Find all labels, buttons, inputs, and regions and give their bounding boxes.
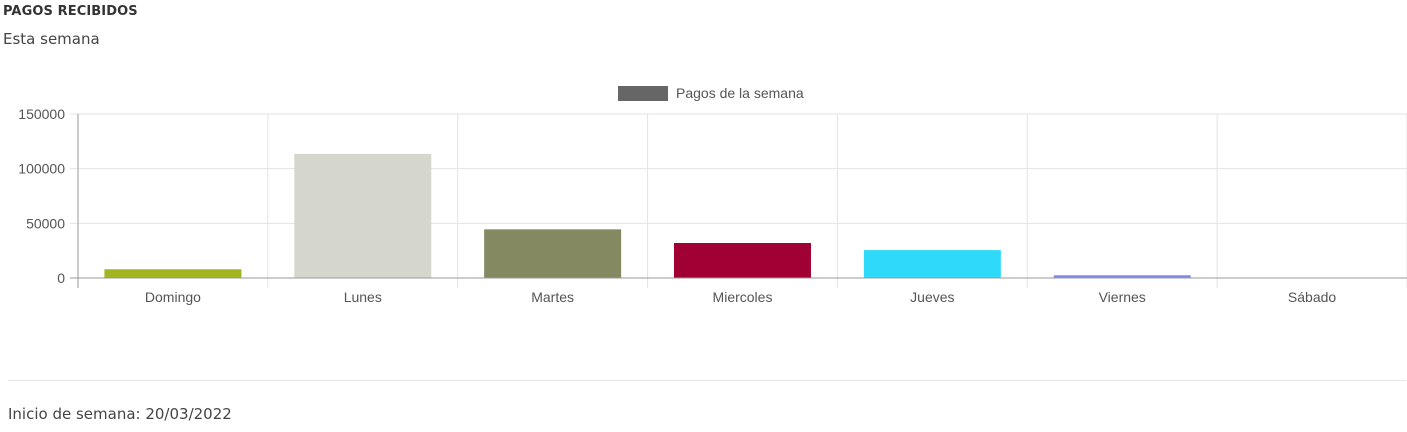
chart-bars	[104, 153, 1191, 278]
x-tick-label: Lunes	[344, 289, 382, 305]
bar-jueves[interactable]	[863, 250, 1001, 278]
x-tick-label: Jueves	[910, 289, 954, 305]
x-tick-label: Sábado	[1288, 289, 1336, 305]
y-tick-label: 100000	[18, 161, 65, 177]
bar-viernes[interactable]	[1053, 275, 1191, 278]
legend-label: Pagos de la semana	[676, 85, 804, 101]
chart-legend[interactable]: Pagos de la semana	[618, 85, 804, 101]
y-tick-label: 0	[57, 270, 65, 286]
y-tick-label: 50000	[26, 215, 65, 231]
bar-martes[interactable]	[484, 229, 622, 278]
bar-domingo[interactable]	[104, 269, 242, 278]
payments-bar-chart: 0 50000 100000 150000 Domingo Lunes Martes Mier…	[18, 85, 1407, 305]
chart-grid	[70, 113, 1407, 288]
footer-divider	[8, 380, 1406, 381]
x-tick-label: Miercoles	[713, 289, 773, 305]
x-tick-label: Martes	[531, 289, 574, 305]
chart-axes: 0 50000 100000 150000 Domingo Lunes Martes Mier…	[18, 106, 1407, 305]
y-tick-label: 150000	[18, 106, 65, 122]
card-title: PAGOS RECIBIDOS	[3, 4, 138, 19]
bar-miercoles[interactable]	[674, 243, 811, 278]
week-start-text: Inicio de semana: 20/03/2022	[8, 405, 232, 423]
x-tick-label: Viernes	[1099, 289, 1146, 305]
card-subtitle: Esta semana	[3, 30, 100, 48]
x-tick-label: Domingo	[145, 289, 201, 305]
legend-swatch	[618, 86, 668, 101]
bar-lunes[interactable]	[294, 153, 432, 278]
